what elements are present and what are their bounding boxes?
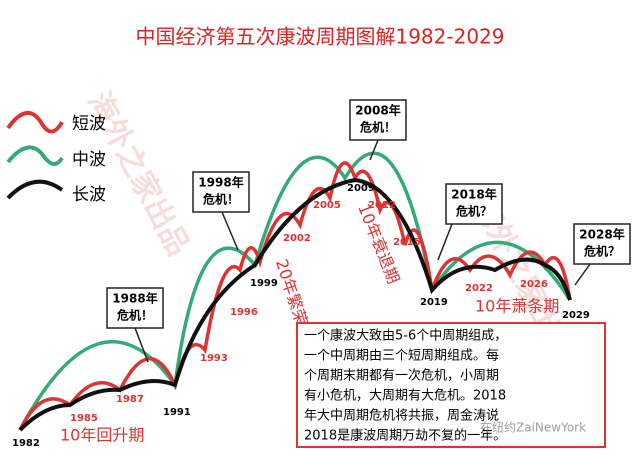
note-box <box>296 322 606 448</box>
note-line: 年大中周期危机将共振，周金涛说 <box>304 408 499 424</box>
phase-label: 10年回升期 <box>60 426 144 445</box>
legend-red <box>6 111 64 134</box>
arrow <box>437 223 453 261</box>
year: 1987 <box>116 394 144 405</box>
legend-label: 中波 <box>72 150 106 170</box>
year-labels: 1982 1985 1987 1991 1993 1996 1999 2002 … <box>12 183 590 449</box>
callout: 1998年 <box>198 175 243 190</box>
note-line: 一个康波大致由5-6个中周期组成， <box>304 328 507 344</box>
watermark: 在纽约ZaiNewYork <box>480 420 586 435</box>
year: 1982 <box>12 438 40 449</box>
year: 1985 <box>70 413 98 424</box>
callout: 危机！ <box>116 308 153 323</box>
year: 2002 <box>283 233 311 244</box>
callout: 危机！ <box>202 192 239 207</box>
note-line: 有小危机，大周期有大危机。2018 <box>304 389 506 404</box>
callout-box <box>106 287 164 329</box>
note-line: 2018是康波周期万劫不复的一年。 <box>304 428 506 444</box>
legend-green <box>6 145 64 166</box>
callout: 危机！ <box>359 120 396 135</box>
callout: 2018年 <box>451 187 496 202</box>
callout-box <box>573 223 631 265</box>
callout-box <box>349 99 407 141</box>
arrow <box>369 139 379 161</box>
phase-label: 10年萧条期 <box>475 297 559 316</box>
year: 2022 <box>465 283 493 294</box>
year: 2005 <box>313 200 341 211</box>
note-line: 个周期末期都有一次危机，小周期 <box>304 368 499 384</box>
callouts: 1988年 危机！ 1998年 危机！ 2008年 危机！ 2018年 危机？ … <box>106 99 631 363</box>
arrow <box>574 263 591 286</box>
callout: 危机？ <box>455 204 492 219</box>
year: 2026 <box>520 279 548 290</box>
callout: 危机？ <box>583 244 620 259</box>
note-line: 一个中周期由三个短周期组成。每 <box>304 348 499 364</box>
callout: 2028年 <box>579 227 624 242</box>
year: 2015 <box>393 237 421 248</box>
title: 中国经济第五次康波周期图解1982-2029 <box>135 25 504 49</box>
year: 2019 <box>420 297 448 308</box>
year: 1991 <box>163 407 191 418</box>
callout-box <box>192 171 250 213</box>
callout-box <box>445 183 503 225</box>
long-wave <box>18 177 572 432</box>
short-wave <box>18 161 572 431</box>
watermark: 海外之家出品 <box>80 86 195 261</box>
callout: 1988年 <box>112 291 157 306</box>
year: 2012 <box>368 200 396 211</box>
year: 1996 <box>230 307 258 318</box>
arrow <box>134 327 149 363</box>
year: 2009 <box>347 183 375 194</box>
year: 1999 <box>250 278 278 289</box>
legend-label: 短波 <box>72 114 106 134</box>
legend-black <box>6 179 64 200</box>
year: 1993 <box>200 353 228 364</box>
arrow <box>221 211 239 251</box>
callout: 2008年 <box>355 103 400 118</box>
year: 2029 <box>562 310 590 321</box>
legend-label: 长波 <box>72 185 106 205</box>
